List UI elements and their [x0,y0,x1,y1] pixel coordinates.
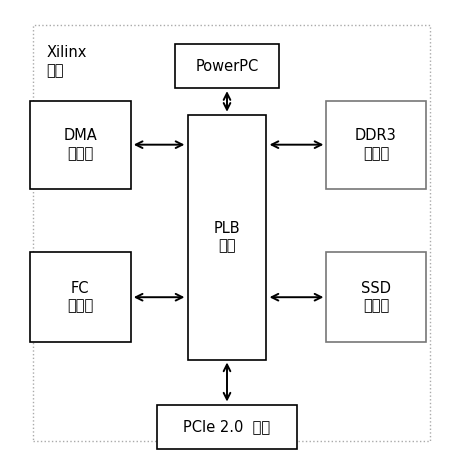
Text: DMA
控制器: DMA 控制器 [64,128,97,161]
Bar [326,101,425,189]
Bar [326,252,425,342]
Bar [30,101,131,189]
Bar [188,115,266,359]
Text: PLB
总线: PLB 总线 [214,221,240,253]
Bar [33,25,430,440]
Text: DDR3
控制器: DDR3 控制器 [355,128,397,161]
Bar [30,252,131,342]
Bar [157,405,297,449]
Text: FC
控制器: FC 控制器 [67,281,94,313]
Text: PowerPC: PowerPC [195,59,259,73]
Text: SSD
控制器: SSD 控制器 [361,281,391,313]
Text: PCIe 2.0  内核: PCIe 2.0 内核 [183,419,271,434]
Text: Xilinx
芯片: Xilinx 芯片 [46,45,87,78]
Bar [175,44,279,88]
